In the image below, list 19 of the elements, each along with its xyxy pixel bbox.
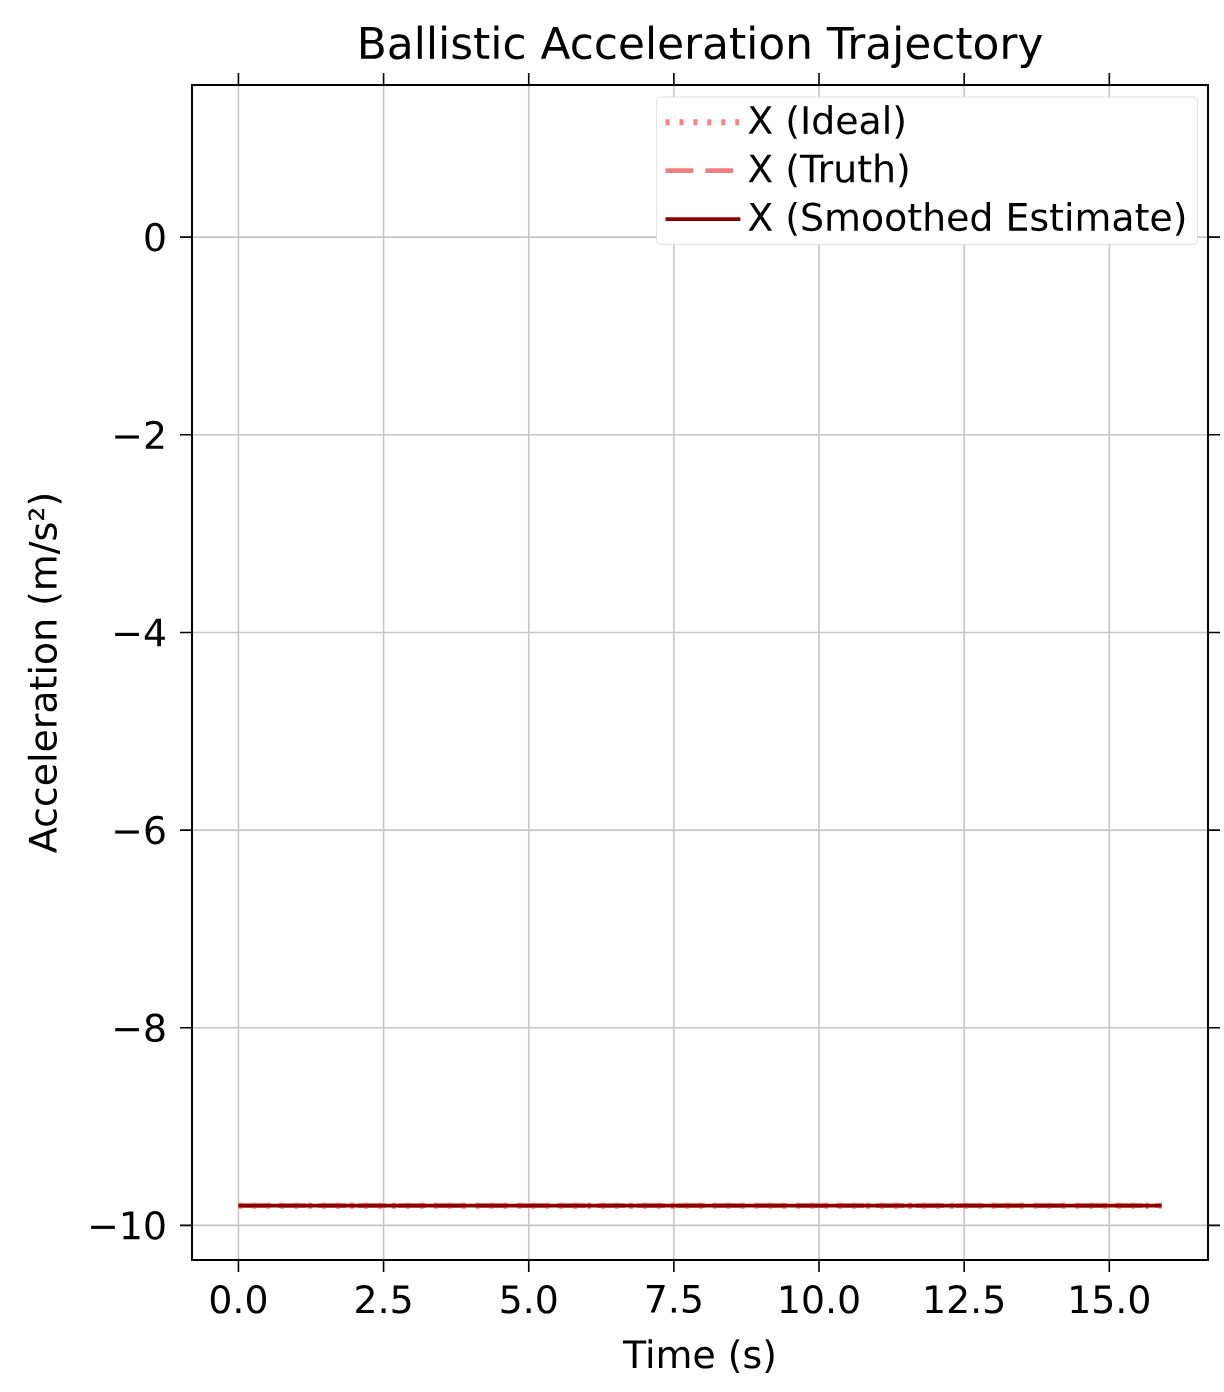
y-tick-label: −8 <box>115 1013 165 1043</box>
y-tick-label: −2 <box>115 420 164 449</box>
y-tick-label: −4 <box>115 618 165 647</box>
chart-title: Ballistic Acceleration Trajectory <box>361 25 1043 68</box>
x-tick-label: 5.0 <box>501 1284 557 1314</box>
legend-label: X (Ideal) <box>748 105 904 139</box>
y-tick-label: 0 <box>145 222 165 252</box>
x-tick-label: 15.0 <box>1071 1284 1149 1314</box>
legend-label: X (Truth) <box>748 153 908 188</box>
x-tick-label: 0.0 <box>210 1284 267 1314</box>
x-tick-label: 12.5 <box>926 1284 1003 1314</box>
y-tick-label: −6 <box>115 815 165 845</box>
x-tick-label: 7.5 <box>646 1284 701 1314</box>
y-tick-label: −10 <box>91 1211 165 1240</box>
x-tick-label: 2.5 <box>356 1284 411 1314</box>
x-axis-title: Time (s) <box>622 1339 774 1373</box>
y-axis-title: Acceleration (m/s²) <box>27 495 62 853</box>
x-tick-label: 10.0 <box>781 1284 859 1314</box>
legend-label: X (Smoothed Estimate) <box>748 201 1185 236</box>
